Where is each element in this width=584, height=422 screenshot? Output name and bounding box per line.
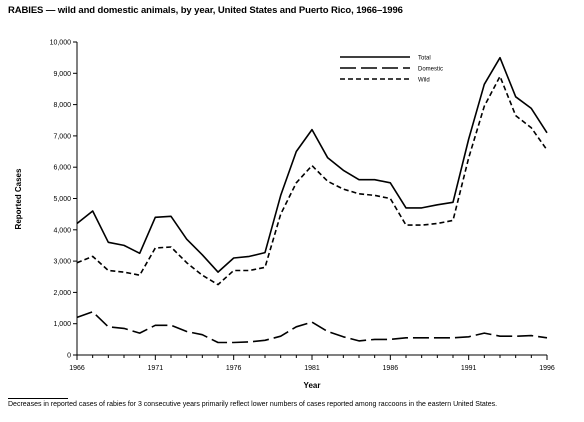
y-tick-label: 8,000	[53, 102, 71, 109]
x-tick-label: 1976	[226, 365, 242, 372]
y-tick-label: 1,000	[53, 321, 71, 328]
y-tick-label: 6,000	[53, 165, 71, 172]
y-tick-label: 9,000	[53, 71, 71, 78]
x-axis-label: Year	[304, 381, 321, 390]
chart-title: RABIES — wild and domestic animals, by y…	[8, 5, 403, 16]
y-tick-label: 4,000	[53, 227, 71, 234]
y-axis-label: Reported Cases	[14, 168, 23, 229]
x-tick-label: 1981	[304, 365, 320, 372]
y-tick-label: 7,000	[53, 133, 71, 140]
series-line-wild	[76, 75, 548, 286]
legend: Total Domestic Wild	[340, 56, 443, 84]
y-tick-label: 0	[67, 353, 71, 360]
legend-label-domestic: Domestic	[418, 67, 443, 73]
series-line-total	[76, 56, 548, 273]
y-tick-label: 5,000	[53, 196, 71, 203]
y-axis-ticks: 0 1,000 2,000 3,000 4,000 5,000 6,000 7,000 8,00…	[50, 40, 77, 360]
series-line-domestic	[76, 310, 548, 344]
y-tick-label: 2,000	[53, 290, 71, 297]
y-tick-label: 3,000	[53, 259, 71, 266]
legend-label-total: Total	[418, 56, 431, 62]
x-tick-label: 1986	[383, 365, 399, 372]
legend-label-wild: Wild	[418, 78, 430, 84]
x-tick-label: 1971	[148, 365, 164, 372]
axes	[76, 42, 547, 356]
x-tick-label: 1966	[69, 365, 85, 372]
x-tick-label: 1996	[539, 365, 555, 372]
series-lines	[76, 56, 548, 344]
x-tick-label: 1991	[461, 365, 477, 372]
y-tick-label: 10,000	[50, 40, 72, 47]
footnote: Decreases in reported cases of rabies fo…	[8, 401, 498, 408]
x-axis-ticks: 1966 1971 1976 1981 1986 1991 1996	[69, 355, 555, 372]
footnote-rule	[8, 398, 68, 399]
